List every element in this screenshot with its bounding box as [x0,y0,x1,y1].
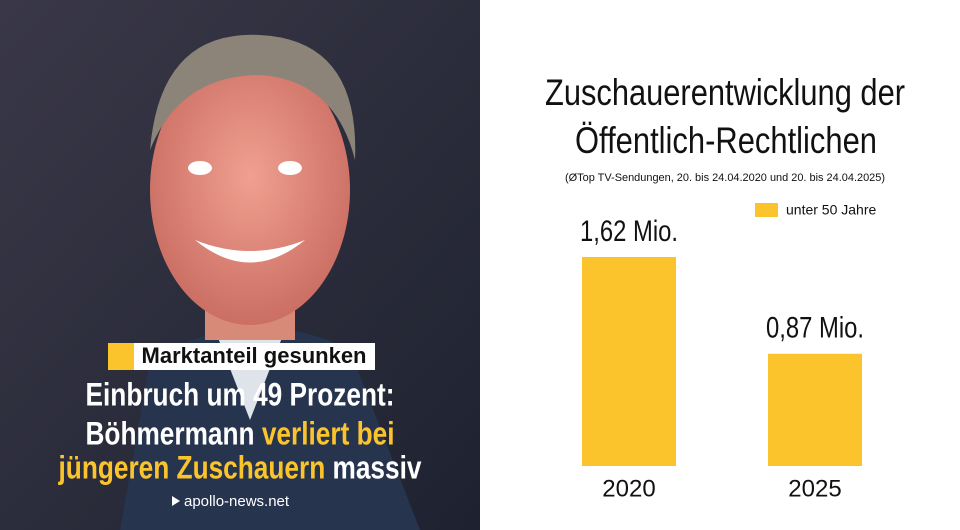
bar [768,353,862,466]
headline-line: Böhmermann verliert bei [85,417,394,452]
value-label: 0,87 Mio. [766,312,864,345]
chart: Zuschauerentwicklung der Öffentlich-Rech… [545,72,905,503]
source-arrow [172,496,180,506]
badge-box [134,343,375,370]
legend-label: unter 50 Jahre [786,202,876,218]
headline-line: jüngeren Zuschauern massiv [58,451,423,486]
source: apollo-news.net [184,493,290,510]
headline-segment: Böhmermann [85,417,261,452]
value-label: 1,62 Mio. [580,215,678,248]
headline-line: Einbruch um 49 Prozent: [86,378,395,413]
badge-text: Marktanteil gesunken [142,343,367,368]
chart-title: Öffentlich-Rechtlichen [575,120,877,161]
chart-subtitle: (ØTop TV-Sendungen, 20. bis 24.04.2020 u… [565,172,885,184]
legend-swatch [755,203,778,217]
headline-segment: massiv [325,451,422,486]
headline-segment: jüngeren Zuschauern [58,451,326,486]
bar [582,257,676,466]
x-tick-label: 2025 [788,475,841,502]
headline: Einbruch um 49 Prozent: Böhmermann verlie… [58,378,423,486]
badge-marker [108,343,134,370]
x-tick-label: 2020 [602,475,655,502]
headline-segment: verliert bei [262,417,395,452]
chart-title: Zuschauerentwicklung der [545,72,905,113]
headline-segment: Einbruch um 49 Prozent: [86,378,395,413]
